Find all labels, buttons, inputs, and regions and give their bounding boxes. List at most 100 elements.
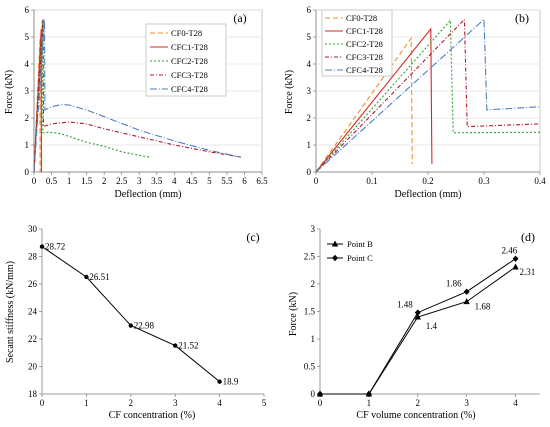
legend-d: Point B Point C <box>327 239 373 263</box>
data-point-d <box>463 288 470 295</box>
y-tick-label-d: 1.5 <box>304 307 316 317</box>
y-tick-label-a: 6 <box>25 5 30 15</box>
x-tick-label-c: 1 <box>84 398 89 408</box>
y-tick-label-c: 22 <box>28 334 37 344</box>
x-tick-label-a: 1 <box>67 176 72 186</box>
panel-label-a: (a) <box>233 11 246 25</box>
legend-marker <box>331 240 339 247</box>
data-point-c <box>173 343 178 348</box>
series-line-b-cfc1-t28 <box>315 27 433 173</box>
legend-marker <box>332 254 338 262</box>
x-tick-label-a: 5.5 <box>221 176 233 186</box>
data-point-d <box>317 390 323 398</box>
data-point-d <box>414 309 421 316</box>
data-label-d: 1.4 <box>426 321 438 331</box>
y-tick-label-b: 6 <box>307 5 312 15</box>
series-line-b-cf0-t28 <box>315 36 413 173</box>
data-point-d <box>463 298 470 305</box>
x-tick-label-a: 6.5 <box>256 176 268 186</box>
x-tick-label-a: 0.5 <box>46 176 58 186</box>
legend-label: Point B <box>347 239 373 249</box>
y-tick-label-b: 5 <box>307 32 312 42</box>
y-tick-label-d: 0.5 <box>304 362 316 372</box>
legend-label: CFC2-T28 <box>171 56 208 66</box>
data-label-c: 28.72 <box>45 242 65 252</box>
y-tick-label-d: 0 <box>311 389 316 399</box>
x-tick-label-d: 1 <box>367 398 372 408</box>
y-tick-label-a: 5 <box>25 32 30 42</box>
legend-label: Point C <box>347 253 373 263</box>
y-tick-label-b: 3 <box>307 86 312 96</box>
series-line-a-cfc3-t28 <box>33 19 242 173</box>
x-tick-label-d: 3 <box>464 398 469 408</box>
legend-label: CFC4-T28 <box>171 84 208 94</box>
series-line-b-cfc2-t28 <box>315 18 541 173</box>
y-tick-label-c: 30 <box>28 224 38 234</box>
y-tick-label-b: 1 <box>307 140 312 150</box>
x-tick-label-c: 2 <box>129 398 134 408</box>
series-line-b-cfc4-t28 <box>315 18 541 173</box>
x-tick-label-a: 2 <box>102 176 107 186</box>
x-tick-label-a: 3.5 <box>151 176 163 186</box>
data-point-d <box>414 313 421 320</box>
series-line-d-point-b <box>320 266 516 395</box>
legend-label: CFC1-T28 <box>346 26 383 36</box>
x-tick-label-b: 0.1 <box>366 176 377 186</box>
x-tick-label-a: 1.5 <box>81 176 93 186</box>
y-tick-label-a: 4 <box>25 59 30 69</box>
y-tick-label-a: 0 <box>25 167 30 177</box>
y-tick-label-b: 2 <box>307 113 312 123</box>
data-point-d <box>512 255 519 262</box>
legend-label: CF0-T28 <box>171 28 202 38</box>
y-tick-label-a: 2 <box>25 113 30 123</box>
y-tick-label-d: 2 <box>311 279 316 289</box>
x-axis-label-d: CF volume concentration (%) <box>356 410 475 421</box>
y-axis-label-d: Force (kN) <box>288 292 299 336</box>
x-tick-label-d: 4 <box>513 398 518 408</box>
series-line-a-cfc4-t28 <box>33 19 242 173</box>
y-tick-label-a: 1 <box>25 140 30 150</box>
panel-label-b: (b) <box>515 11 529 25</box>
panel-label-d: (d) <box>521 230 535 244</box>
x-tick-label-a: 0 <box>32 176 37 186</box>
x-tick-label-d: 0 <box>318 398 323 408</box>
legend-label: CFC3-T28 <box>171 70 208 80</box>
panel-label-c: (c) <box>246 230 259 244</box>
series-line-a-cfc2-t28 <box>33 20 150 173</box>
x-tick-label-a: 2.5 <box>116 176 128 186</box>
data-point-c <box>39 244 45 249</box>
x-tick-label-b: 0.4 <box>534 176 546 186</box>
x-tick-label-a: 5 <box>207 176 212 186</box>
legend-label: CFC1-T28 <box>171 42 208 52</box>
data-point-d <box>512 263 519 270</box>
panel-d: CF volume concentration (%) Force (kN) (… <box>288 224 540 421</box>
y-axis-label-c: Secant stiffness (kN/mm) <box>5 261 16 363</box>
x-tick-label-a: 3 <box>137 176 142 186</box>
data-label-d: 2.31 <box>520 267 536 277</box>
x-tick-label-b: 0.3 <box>478 176 490 186</box>
x-axis-label-a: Deflection (mm) <box>115 189 182 200</box>
data-label-d: 1.68 <box>475 302 491 312</box>
panel-b: Deflection (mm) Force (kN) (b) 0 1 2 3 4 5 6 0 0… <box>284 5 546 200</box>
data-label-d: 1.86 <box>446 279 462 289</box>
x-tick-label-b: 0.2 <box>422 176 433 186</box>
y-tick-label-d: 2.5 <box>304 252 316 262</box>
data-label-c: 18.9 <box>223 377 239 387</box>
legend-label: CFC3-T28 <box>346 52 383 62</box>
series-line-d-point-c <box>320 258 516 395</box>
y-tick-label-b: 4 <box>307 59 312 69</box>
data-point-d <box>365 390 372 398</box>
y-tick-label-c: 26 <box>28 279 38 289</box>
x-tick-label-d: 2 <box>416 398 421 408</box>
x-axis-label-b: Deflection (mm) <box>395 189 462 200</box>
legend-label: CF0-T28 <box>346 13 377 23</box>
x-tick-label-c: 3 <box>173 398 178 408</box>
data-label-c: 22.98 <box>134 321 155 331</box>
legend-a: CF0-T28 CFC1-T28 CFC2-T28 CFC3-T28 CFC4-T28 <box>145 23 227 97</box>
y-tick-label-c: 28 <box>28 252 38 262</box>
x-tick-label-a: 4 <box>172 176 177 186</box>
data-label-c: 21.52 <box>178 341 198 351</box>
data-point-c <box>84 274 89 280</box>
